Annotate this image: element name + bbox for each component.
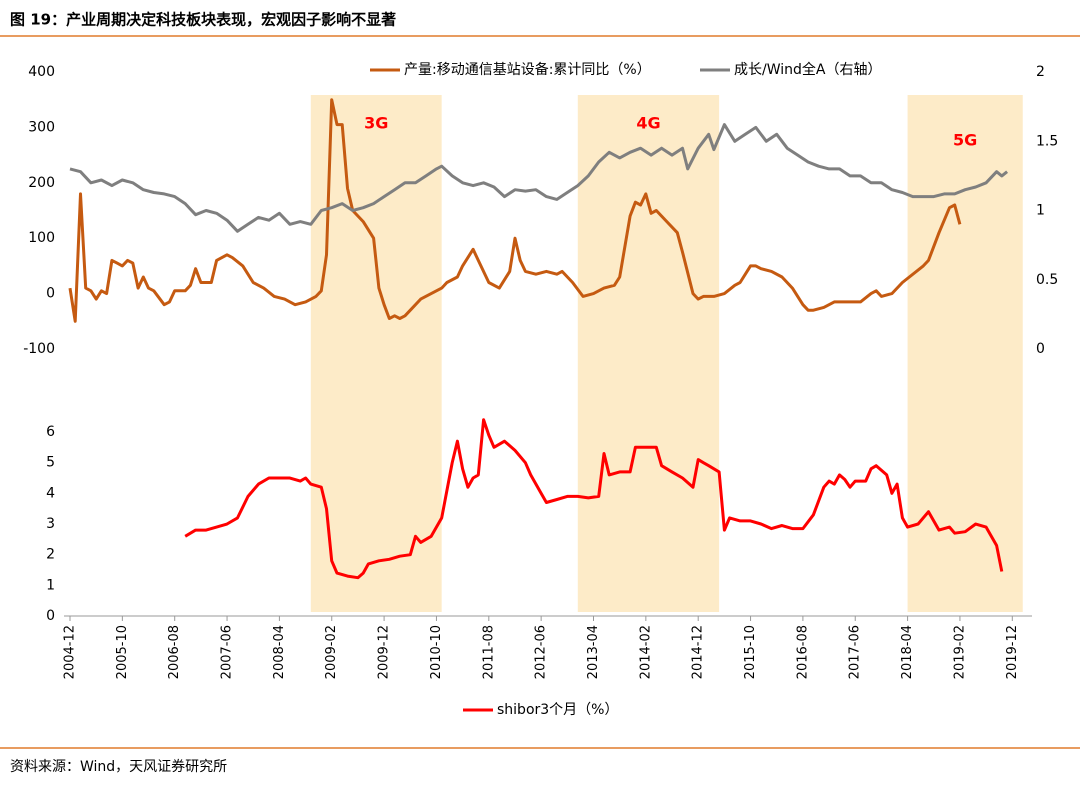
legend-label: 成长/Wind全A（右轴） [734,61,881,78]
y-tick-label: 400 [28,64,55,80]
highlight-layer [310,95,1023,612]
y-tick-label: 2 [46,547,55,563]
x-tick-label: 2011-08 [481,625,496,679]
x-tick-label: 2013-04 [586,625,601,679]
legend-label: 产量:移动通信基站设备:累计同比（%） [404,61,651,78]
x-tick-label: 2006-08 [167,625,182,679]
x-tick-label: 2014-12 [691,625,706,679]
highlight-band [907,95,1023,612]
x-tick-label: 2010-10 [429,625,444,679]
y-tick-label: 100 [28,230,55,246]
x-tick-label: 2008-04 [272,625,287,679]
y2-tick-label: 0.5 [1036,272,1058,288]
x-tick-label: 2017-06 [848,625,863,679]
x-tick-label: 2018-04 [900,625,915,679]
highlight-band [577,95,720,612]
y2-tick-label: 1.5 [1036,133,1058,149]
series-line [184,418,1004,580]
highlight-label: 3G [364,114,388,133]
x-tick-label: 2019-12 [1005,625,1020,679]
y-tick-label: 1 [46,577,55,593]
x-tick-label: 2015-10 [743,625,758,679]
x-tick-label: 2019-02 [952,625,967,679]
legend-label: shibor3个月（%） [497,702,618,718]
x-tick-label: 2009-12 [377,625,392,679]
y2-tick-label: 2 [1036,64,1045,80]
x-tick-label: 2014-02 [638,625,653,679]
highlight-label: 5G [953,131,977,150]
y-tick-label: 0 [46,286,55,302]
y-tick-label: 5 [46,455,55,471]
x-tick-label: 2016-08 [795,625,810,679]
x-tick-label: 2007-06 [220,625,235,679]
y-tick-label: -100 [23,341,55,357]
x-tick-label: 2012-06 [534,625,549,679]
y-tick-label: 0 [46,608,55,624]
y-tick-label: 4 [46,485,55,501]
y-tick-label: 200 [28,175,55,191]
chart-title: 图 19：产业周期决定科技板块表现，宏观因子影响不显著 [10,11,396,29]
y2-tick-label: 0 [1036,341,1045,357]
x-tick-label: 2004-12 [63,625,78,679]
x-tick-label: 2005-10 [115,625,130,679]
y-tick-label: 3 [46,516,55,532]
series-line [69,123,1009,233]
y-tick-label: 300 [28,119,55,135]
source: 资料来源：Wind，天风证券研究所 [10,759,227,775]
x-tick-label: 2009-02 [324,625,339,679]
highlight-label: 4G [636,114,660,133]
y-tick-label: 6 [46,424,55,440]
series-line [68,98,962,323]
y2-tick-label: 1 [1036,203,1045,219]
